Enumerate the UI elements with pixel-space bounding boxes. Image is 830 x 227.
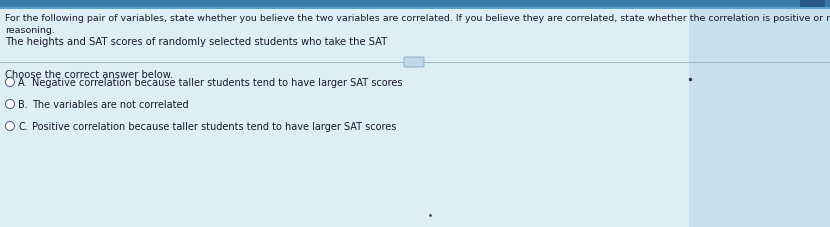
Bar	[800, 0, 825, 8]
Text: The heights and SAT scores of randomly selected students who take the SAT: The heights and SAT scores of randomly s…	[5, 37, 388, 47]
Text: For the following pair of variables, state whether you believe the two variables: For the following pair of variables, sta…	[5, 14, 830, 23]
Text: B.: B.	[18, 100, 27, 109]
Text: C.: C.	[18, 121, 27, 131]
Text: Choose the correct answer below.: Choose the correct answer below.	[5, 70, 173, 80]
Circle shape	[6, 78, 14, 87]
Text: The variables are not correlated: The variables are not correlated	[32, 100, 188, 109]
Text: reasoning.: reasoning.	[5, 26, 55, 35]
Text: Negative correlation because taller students tend to have larger SAT scores: Negative correlation because taller stud…	[32, 78, 403, 88]
Text: A.: A.	[18, 78, 27, 88]
Bar	[689, 10, 830, 227]
FancyBboxPatch shape	[404, 58, 424, 68]
Circle shape	[6, 122, 14, 131]
Bar	[0, 0, 830, 10]
Bar	[0, 0, 830, 8]
Text: Positive correlation because taller students tend to have larger SAT scores: Positive correlation because taller stud…	[32, 121, 397, 131]
Circle shape	[6, 100, 14, 109]
